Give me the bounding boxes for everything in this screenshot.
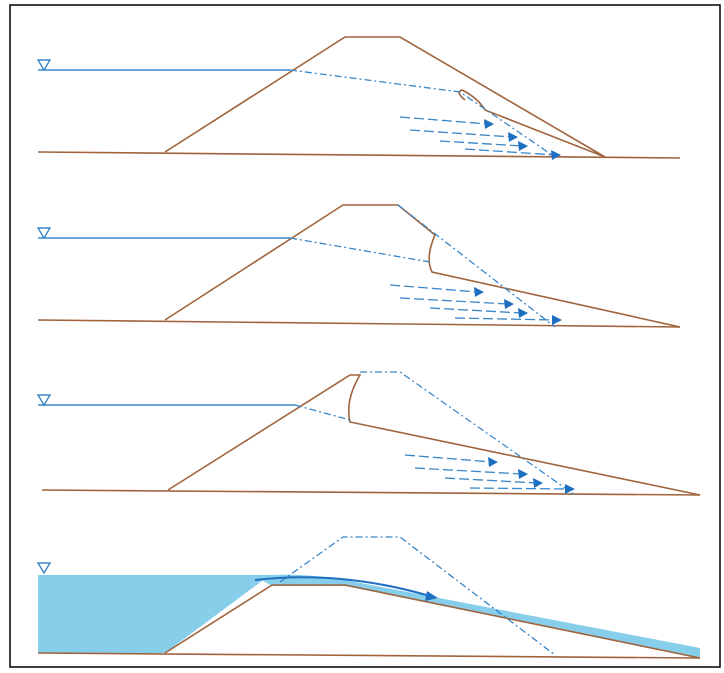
seepage-arrows	[399, 116, 556, 156]
reservoir	[38, 575, 270, 653]
arrow-head	[425, 591, 438, 601]
arrow-heads	[488, 457, 575, 494]
arrow-heads	[484, 119, 561, 160]
original-slope	[360, 371, 576, 496]
water-symbol	[36, 59, 52, 72]
original-dam	[279, 536, 556, 656]
ground	[41, 489, 701, 496]
dam	[164, 36, 606, 158]
original-slope	[397, 204, 556, 328]
flow-arrow	[254, 576, 431, 597]
overflow-water	[255, 574, 700, 658]
ground	[37, 652, 701, 659]
panel-2	[36, 204, 681, 328]
dam	[167, 374, 701, 496]
arrow-heads	[474, 287, 562, 325]
phreatic-line	[294, 404, 351, 421]
water-symbol	[36, 562, 52, 575]
seepage-arrows	[404, 454, 569, 490]
panel-4	[36, 536, 701, 659]
water-symbol	[36, 227, 52, 240]
phreatic-line	[289, 69, 556, 158]
panel-3	[36, 371, 701, 496]
panel-1	[36, 36, 681, 160]
ground	[37, 319, 681, 328]
slip-surface	[458, 89, 606, 158]
phreatic-line	[289, 237, 431, 263]
seepage-arrows	[389, 284, 556, 321]
dam	[164, 584, 701, 659]
ground	[37, 151, 681, 159]
water-symbol	[36, 394, 52, 407]
frame	[9, 4, 721, 668]
